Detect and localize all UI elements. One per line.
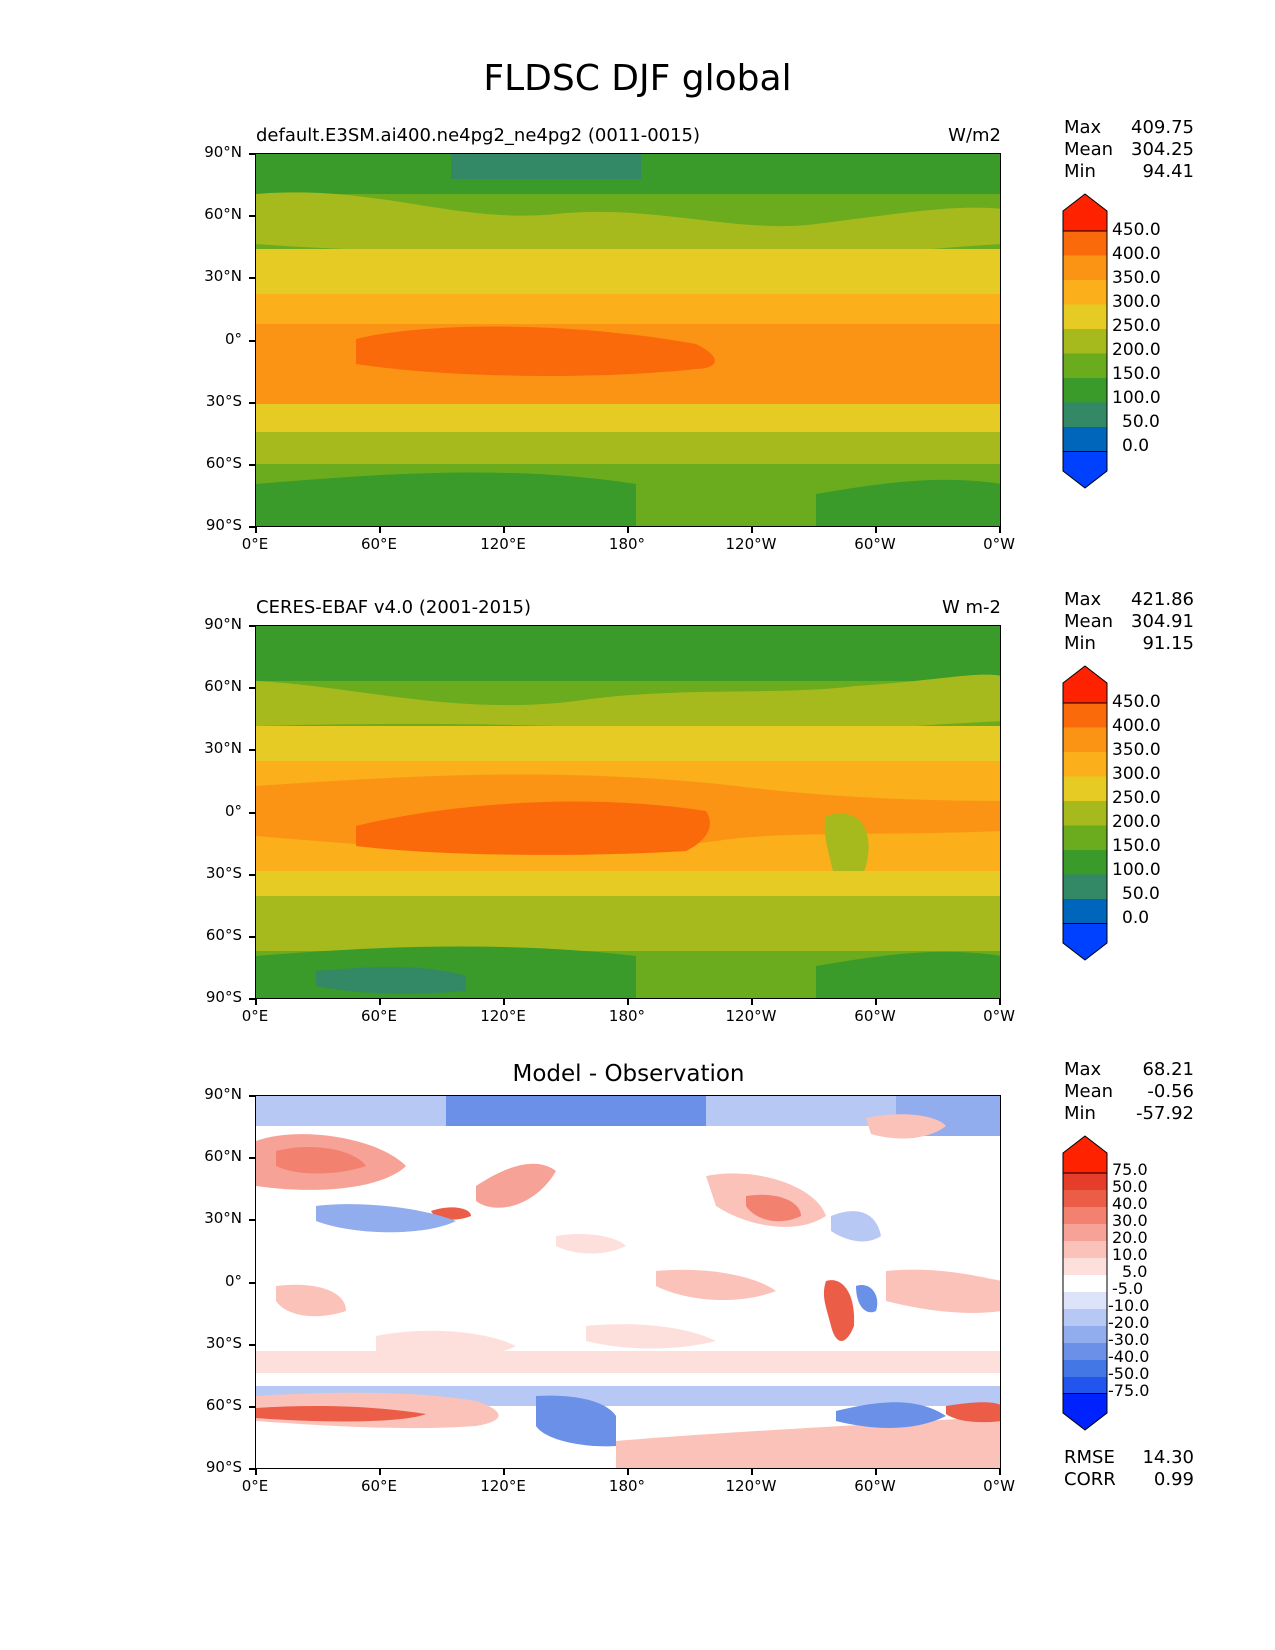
x-tick-60w: 60°W <box>854 535 896 553</box>
y-tick-30n: 30°N <box>204 1209 242 1227</box>
x-tick-60e: 60°E <box>360 535 398 553</box>
x-tick-120e: 120°E <box>480 1007 526 1025</box>
model-map-field <box>256 154 1000 526</box>
x-tick-0w: 0°W <box>983 1007 1015 1025</box>
obs-units: W m-2 <box>941 597 1001 618</box>
diff-stats: Max 68.21 Mean -0.56 Min -57.92 <box>1064 1059 1194 1124</box>
y-tick-60s: 60°S <box>205 454 242 472</box>
x-tick-120w: 120°W <box>725 1007 777 1025</box>
model-units: W/m2 <box>948 125 1001 146</box>
diff-title: Model - Observation <box>512 1061 745 1087</box>
diff-map-field <box>256 1096 1000 1468</box>
y-tick-90s: 90°S <box>205 1458 242 1476</box>
y-tick-0: 0° <box>224 330 242 348</box>
x-tick-120w: 120°W <box>725 1477 777 1495</box>
model-panel: default.E3SM.ai400.ne4pg2_ne4pg2 (0011-0… <box>0 115 1275 575</box>
y-tick-60s: 60°S <box>205 1396 242 1414</box>
diff-metrics: RMSE 14.30 CORR 0.99 <box>1064 1447 1194 1490</box>
model-stats: Max 409.75 Mean 304.25 Min 94.41 <box>1064 117 1194 182</box>
diff-panel: Model - Observation <box>0 1057 1275 1517</box>
x-tick-180: 180° <box>608 535 646 553</box>
x-tick-0w: 0°W <box>983 535 1015 553</box>
x-tick-60e: 60°E <box>360 1007 398 1025</box>
y-tick-30s: 30°S <box>205 1334 242 1352</box>
obs-map <box>255 625 1001 999</box>
y-tick-60n: 60°N <box>204 205 242 223</box>
y-tick-90n: 90°N <box>204 615 242 633</box>
y-tick-60s: 60°S <box>205 926 242 944</box>
x-tick-60w: 60°W <box>854 1477 896 1495</box>
model-title: default.E3SM.ai400.ne4pg2_ne4pg2 (0011-0… <box>256 125 701 146</box>
obs-stats: Max 421.86 Mean 304.91 Min 91.15 <box>1064 589 1194 654</box>
x-tick-120e: 120°E <box>480 1477 526 1495</box>
diff-colorbar <box>1062 1135 1108 1431</box>
obs-map-field <box>256 626 1000 998</box>
y-tick-30s: 30°S <box>205 864 242 882</box>
x-tick-60w: 60°W <box>854 1007 896 1025</box>
x-tick-180: 180° <box>608 1007 646 1025</box>
x-tick-180: 180° <box>608 1477 646 1495</box>
y-tick-90n: 90°N <box>204 143 242 161</box>
x-tick-0e: 0°E <box>241 1007 269 1025</box>
y-tick-90s: 90°S <box>205 988 242 1006</box>
y-tick-60n: 60°N <box>204 1147 242 1165</box>
obs-title: CERES-EBAF v4.0 (2001-2015) <box>256 597 532 618</box>
y-tick-90n: 90°N <box>204 1085 242 1103</box>
x-tick-60e: 60°E <box>360 1477 398 1495</box>
x-tick-120e: 120°E <box>480 535 526 553</box>
y-tick-0: 0° <box>224 802 242 820</box>
x-tick-120w: 120°W <box>725 535 777 553</box>
obs-panel: CERES-EBAF v4.0 (2001-2015) W m-2 90°N 6… <box>0 587 1275 1047</box>
figure-title: FLDSC DJF global <box>483 58 792 99</box>
model-map <box>255 153 1001 527</box>
y-tick-90s: 90°S <box>205 516 242 534</box>
y-tick-30s: 30°S <box>205 392 242 410</box>
x-tick-0e: 0°E <box>241 535 269 553</box>
y-tick-30n: 30°N <box>204 739 242 757</box>
diff-map <box>255 1095 1001 1469</box>
y-tick-60n: 60°N <box>204 677 242 695</box>
model-colorbar <box>1062 193 1108 489</box>
x-tick-0e: 0°E <box>241 1477 269 1495</box>
y-tick-30n: 30°N <box>204 267 242 285</box>
y-tick-0: 0° <box>224 1272 242 1290</box>
obs-colorbar <box>1062 665 1108 961</box>
x-tick-0w: 0°W <box>983 1477 1015 1495</box>
